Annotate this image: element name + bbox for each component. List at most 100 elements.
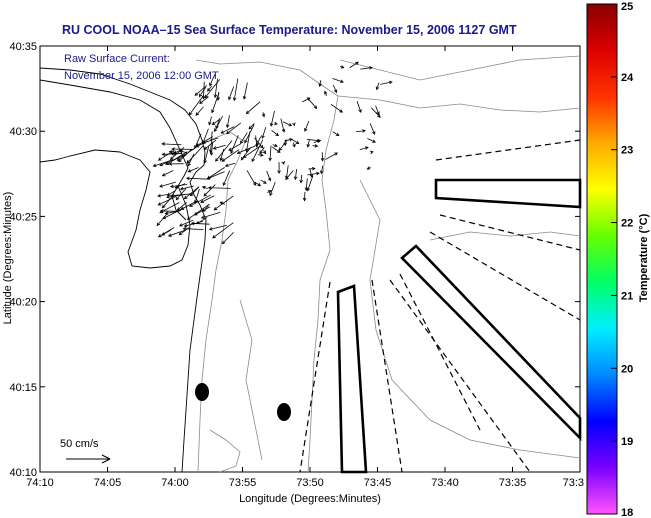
current-vector — [207, 85, 213, 92]
current-vector-head — [214, 128, 218, 133]
current-vector — [177, 146, 197, 161]
current-vector-head — [179, 186, 184, 191]
current-vector-head — [179, 149, 183, 154]
current-vector — [208, 116, 212, 125]
current-vector-head — [211, 121, 216, 126]
current-vector-head — [195, 143, 200, 147]
current-vector-head — [200, 215, 205, 219]
current-vector-head — [186, 216, 191, 220]
current-vector — [280, 118, 285, 132]
scale-label: 50 cm/s — [60, 438, 99, 450]
current-vector — [175, 183, 186, 189]
current-vector — [196, 136, 214, 147]
current-vector-head — [299, 179, 303, 184]
current-vector-head — [187, 169, 192, 173]
current-vector — [190, 186, 200, 197]
current-vector-head — [170, 193, 175, 198]
current-vector-head — [362, 129, 366, 133]
current-vector-head — [314, 144, 319, 148]
current-vector — [220, 126, 235, 134]
current-vector — [194, 206, 211, 216]
current-vector-head — [198, 93, 203, 98]
current-vector-head — [281, 161, 285, 165]
current-vector — [221, 149, 240, 162]
current-vector — [271, 130, 279, 136]
current-vector — [256, 136, 262, 146]
current-vector — [304, 120, 310, 132]
y-tick-label: 40:35 — [9, 41, 37, 53]
current-vector — [159, 181, 176, 187]
x-tick-label: 74:10 — [26, 477, 54, 489]
current-vector-head — [161, 232, 166, 236]
current-vector-head — [157, 234, 162, 238]
y-tick-label: 40:15 — [9, 382, 37, 394]
current-vector-head — [313, 105, 318, 110]
current-vector-head — [156, 222, 161, 227]
current-vector-head — [339, 109, 344, 113]
current-vector-head — [221, 240, 226, 245]
current-vector-head — [248, 125, 253, 130]
current-vector-head — [295, 140, 300, 145]
y-tick-label: 40:30 — [9, 126, 37, 138]
current-vector — [244, 124, 255, 143]
current-vector — [259, 147, 265, 154]
current-vector — [269, 181, 276, 196]
current-vector-head — [260, 153, 264, 157]
current-vector — [255, 135, 258, 148]
current-vector-head — [259, 144, 264, 149]
current-vector-head — [334, 152, 339, 156]
current-vector — [170, 184, 188, 188]
current-vector — [266, 170, 271, 181]
current-vector — [240, 147, 251, 161]
current-vector-head — [274, 121, 278, 126]
current-vector-head — [304, 187, 309, 192]
current-vector-head — [166, 195, 170, 199]
current-vector — [209, 224, 227, 230]
current-vector-head — [212, 146, 217, 150]
current-vector-head — [306, 143, 311, 148]
current-vector — [332, 84, 337, 93]
current-vector-head — [275, 132, 280, 137]
current-vector-head — [200, 199, 204, 203]
current-vector-head — [261, 113, 266, 118]
current-vector — [309, 168, 313, 178]
current-vector — [210, 131, 213, 153]
current-vector — [162, 170, 174, 177]
current-vector — [199, 96, 209, 104]
current-vector — [187, 153, 195, 166]
annotation-line-2: November 15, 2006 12:00 GMT — [64, 70, 219, 82]
colorbar-tick-label: 19 — [621, 436, 633, 448]
current-vector — [180, 185, 194, 190]
current-vector — [179, 219, 194, 227]
current-vector-head — [157, 202, 162, 206]
current-vector — [165, 151, 188, 165]
current-vector-head — [176, 157, 181, 161]
current-vector — [204, 146, 210, 164]
current-vector — [356, 101, 362, 113]
current-vector-head — [254, 144, 259, 148]
current-vector-head — [244, 139, 248, 144]
current-vector — [207, 167, 225, 179]
current-vector — [208, 187, 231, 189]
current-vector — [286, 165, 289, 179]
current-vector-head — [262, 150, 267, 155]
current-vector — [246, 170, 257, 186]
current-vector — [367, 138, 376, 143]
current-vector-head — [204, 94, 209, 99]
y-axis-label: Latitude (Degrees:Minutes) — [2, 192, 14, 325]
current-vector — [202, 205, 209, 212]
y-tick-label: 40:25 — [9, 211, 37, 223]
current-vector — [359, 146, 369, 150]
current-vector — [214, 78, 218, 98]
current-vector — [212, 119, 220, 125]
current-vector-head — [208, 227, 213, 231]
current-vector-head — [236, 150, 241, 154]
current-vector-head — [207, 87, 211, 92]
x-axis-label: Longitude (Degrees:Minutes) — [239, 493, 381, 505]
current-vector-head — [186, 160, 191, 164]
current-vector — [188, 94, 205, 116]
current-vector-head — [161, 173, 166, 177]
current-vector — [226, 115, 230, 128]
current-vector — [223, 170, 231, 186]
current-vector — [213, 195, 234, 211]
